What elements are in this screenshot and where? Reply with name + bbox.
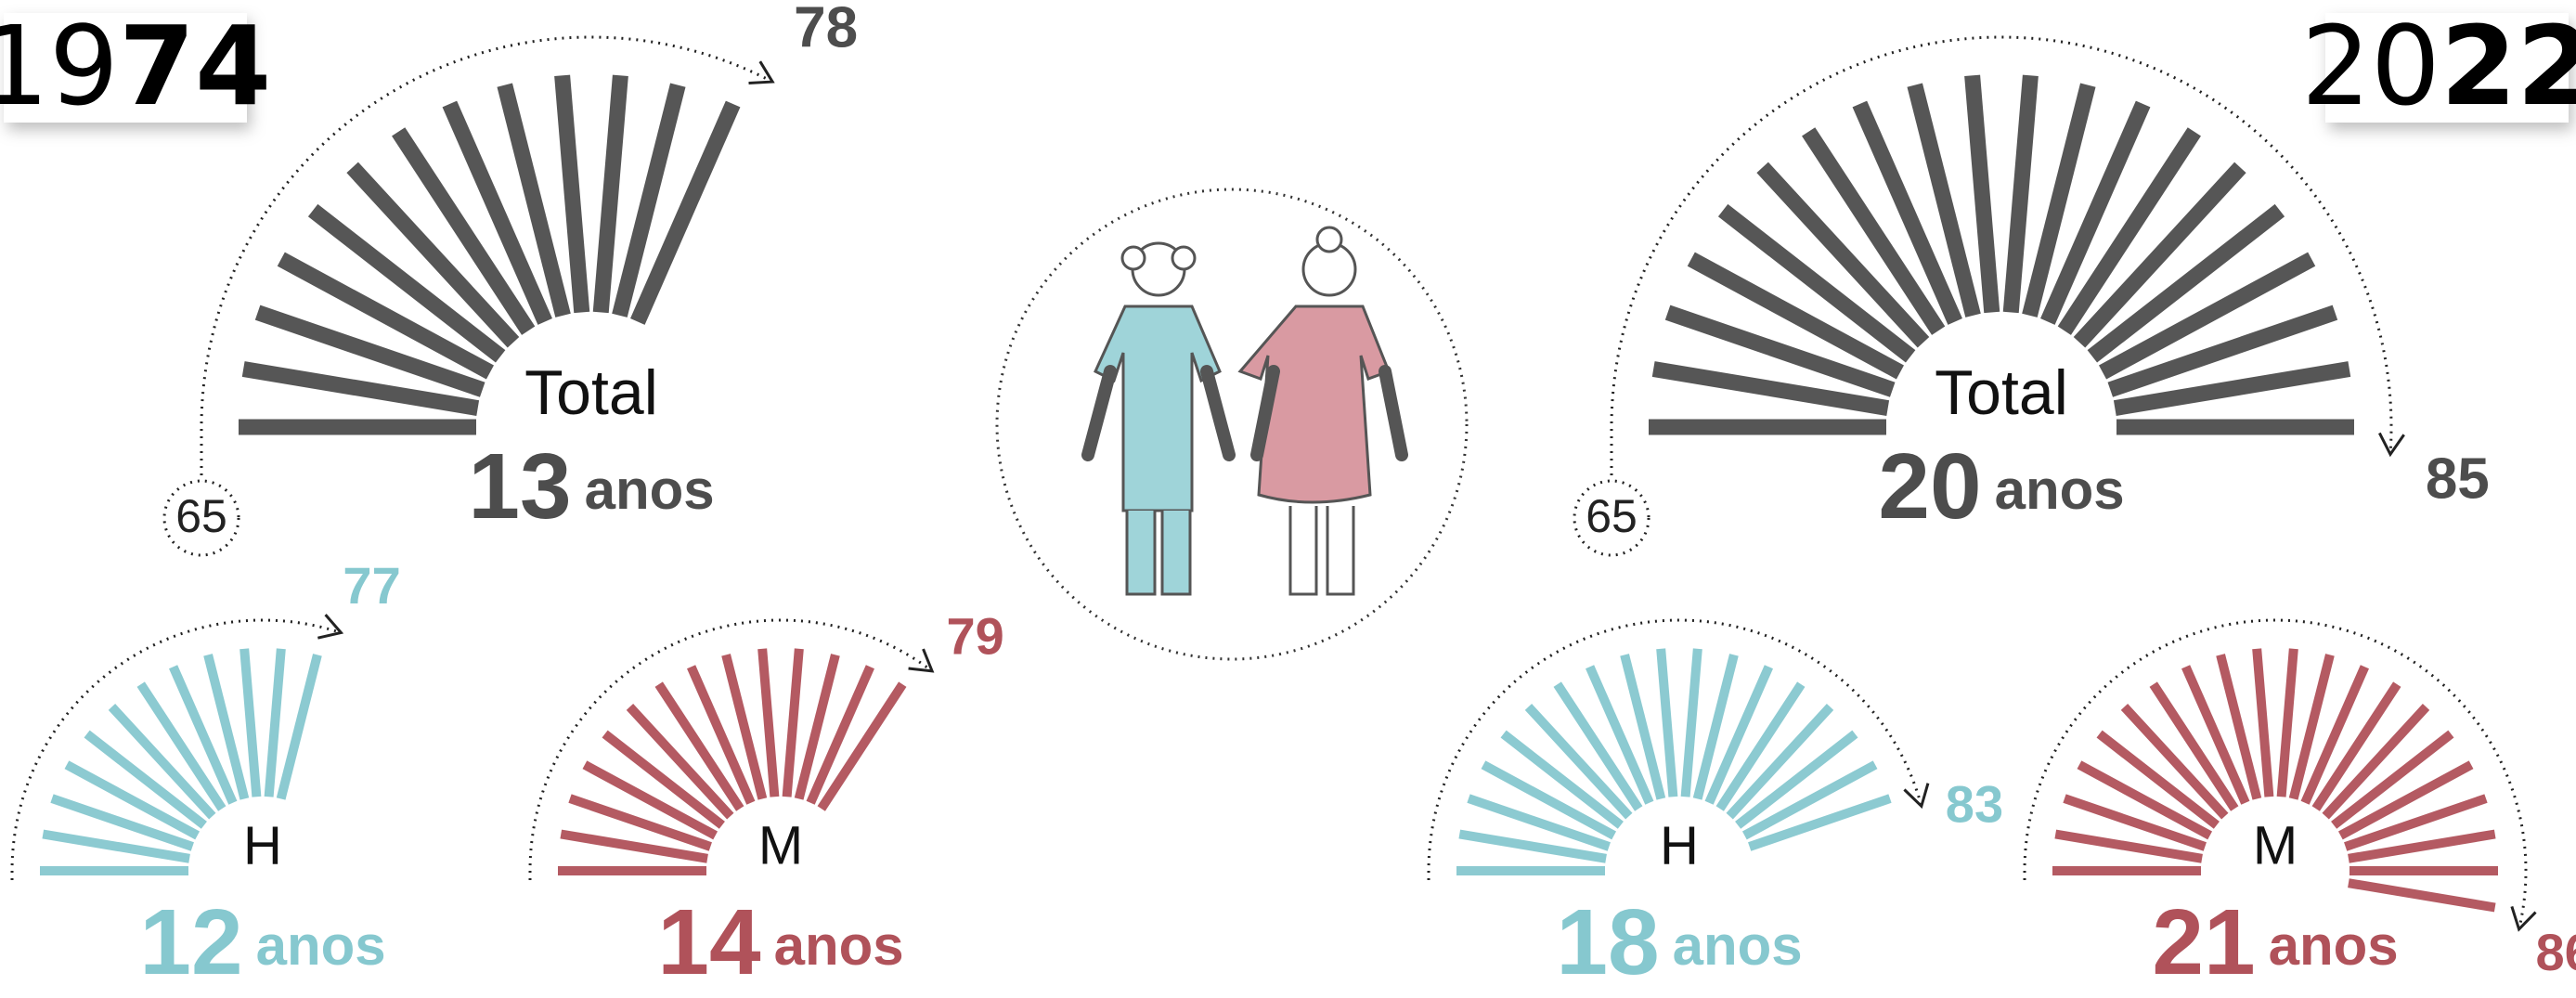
years-unit: anos [2269,914,2399,977]
year-bar [2257,649,2269,797]
panel-label: M [758,815,803,875]
year-bar [2349,883,2495,907]
year-bar [563,75,582,312]
year-bar [1661,649,1673,797]
year-bar [2282,649,2294,797]
years-unit: anos [1673,914,1803,977]
year-light: 19 [0,2,119,130]
end-age: 83 [1946,775,2003,834]
end-age: 86 [2536,923,2576,981]
years-unit: anos [256,914,386,977]
end-age: 85 [2426,447,2490,512]
year-bar [244,649,256,797]
years-number: 13 [468,434,571,538]
panel-label: Total [1935,357,2068,428]
years-number: 18 [1556,890,1659,994]
year: 1974 [0,2,271,130]
year-bar [269,649,281,797]
year-bold: 22 [2440,2,2576,130]
panel-label: M [2253,815,2298,875]
arrowhead [909,649,933,671]
end-age: 78 [794,0,858,60]
panel-label: H [243,815,282,875]
arrowhead [1904,784,1928,807]
life-years: 13anos [468,434,714,538]
year-bar [281,655,317,798]
year-bar [2011,75,2030,312]
years-number: 14 [657,890,761,994]
illustration [997,189,1467,659]
years-number: 12 [139,890,242,994]
arrowhead [749,61,773,83]
years-number: 20 [1878,434,1981,538]
arrowhead [2379,433,2403,454]
year-bar [1686,649,1698,797]
arrowhead [2512,906,2536,928]
years-unit: anos [585,459,715,521]
life-years: 20anos [1878,434,2124,538]
year-bar [601,75,620,312]
end-age: 79 [946,606,1003,665]
year-bar [787,649,799,797]
infographic: 1974 2022 6578Total13anos77H12anos79M14a… [0,0,2576,998]
years-unit: anos [1995,459,2125,521]
year: 2022 [2301,2,2576,130]
panel-label: Total [524,357,658,428]
life-years: 12anos [139,890,385,994]
year-light: 20 [2301,2,2440,130]
years-number: 21 [2152,890,2255,994]
start-age: 65 [1586,490,1638,542]
start-age: 65 [175,490,227,542]
panel-label: H [1660,815,1699,875]
year-bar [1973,75,1992,312]
end-age: 77 [343,556,400,615]
year-bold: 74 [119,2,271,130]
year-bar [762,649,774,797]
years-unit: anos [774,914,904,977]
